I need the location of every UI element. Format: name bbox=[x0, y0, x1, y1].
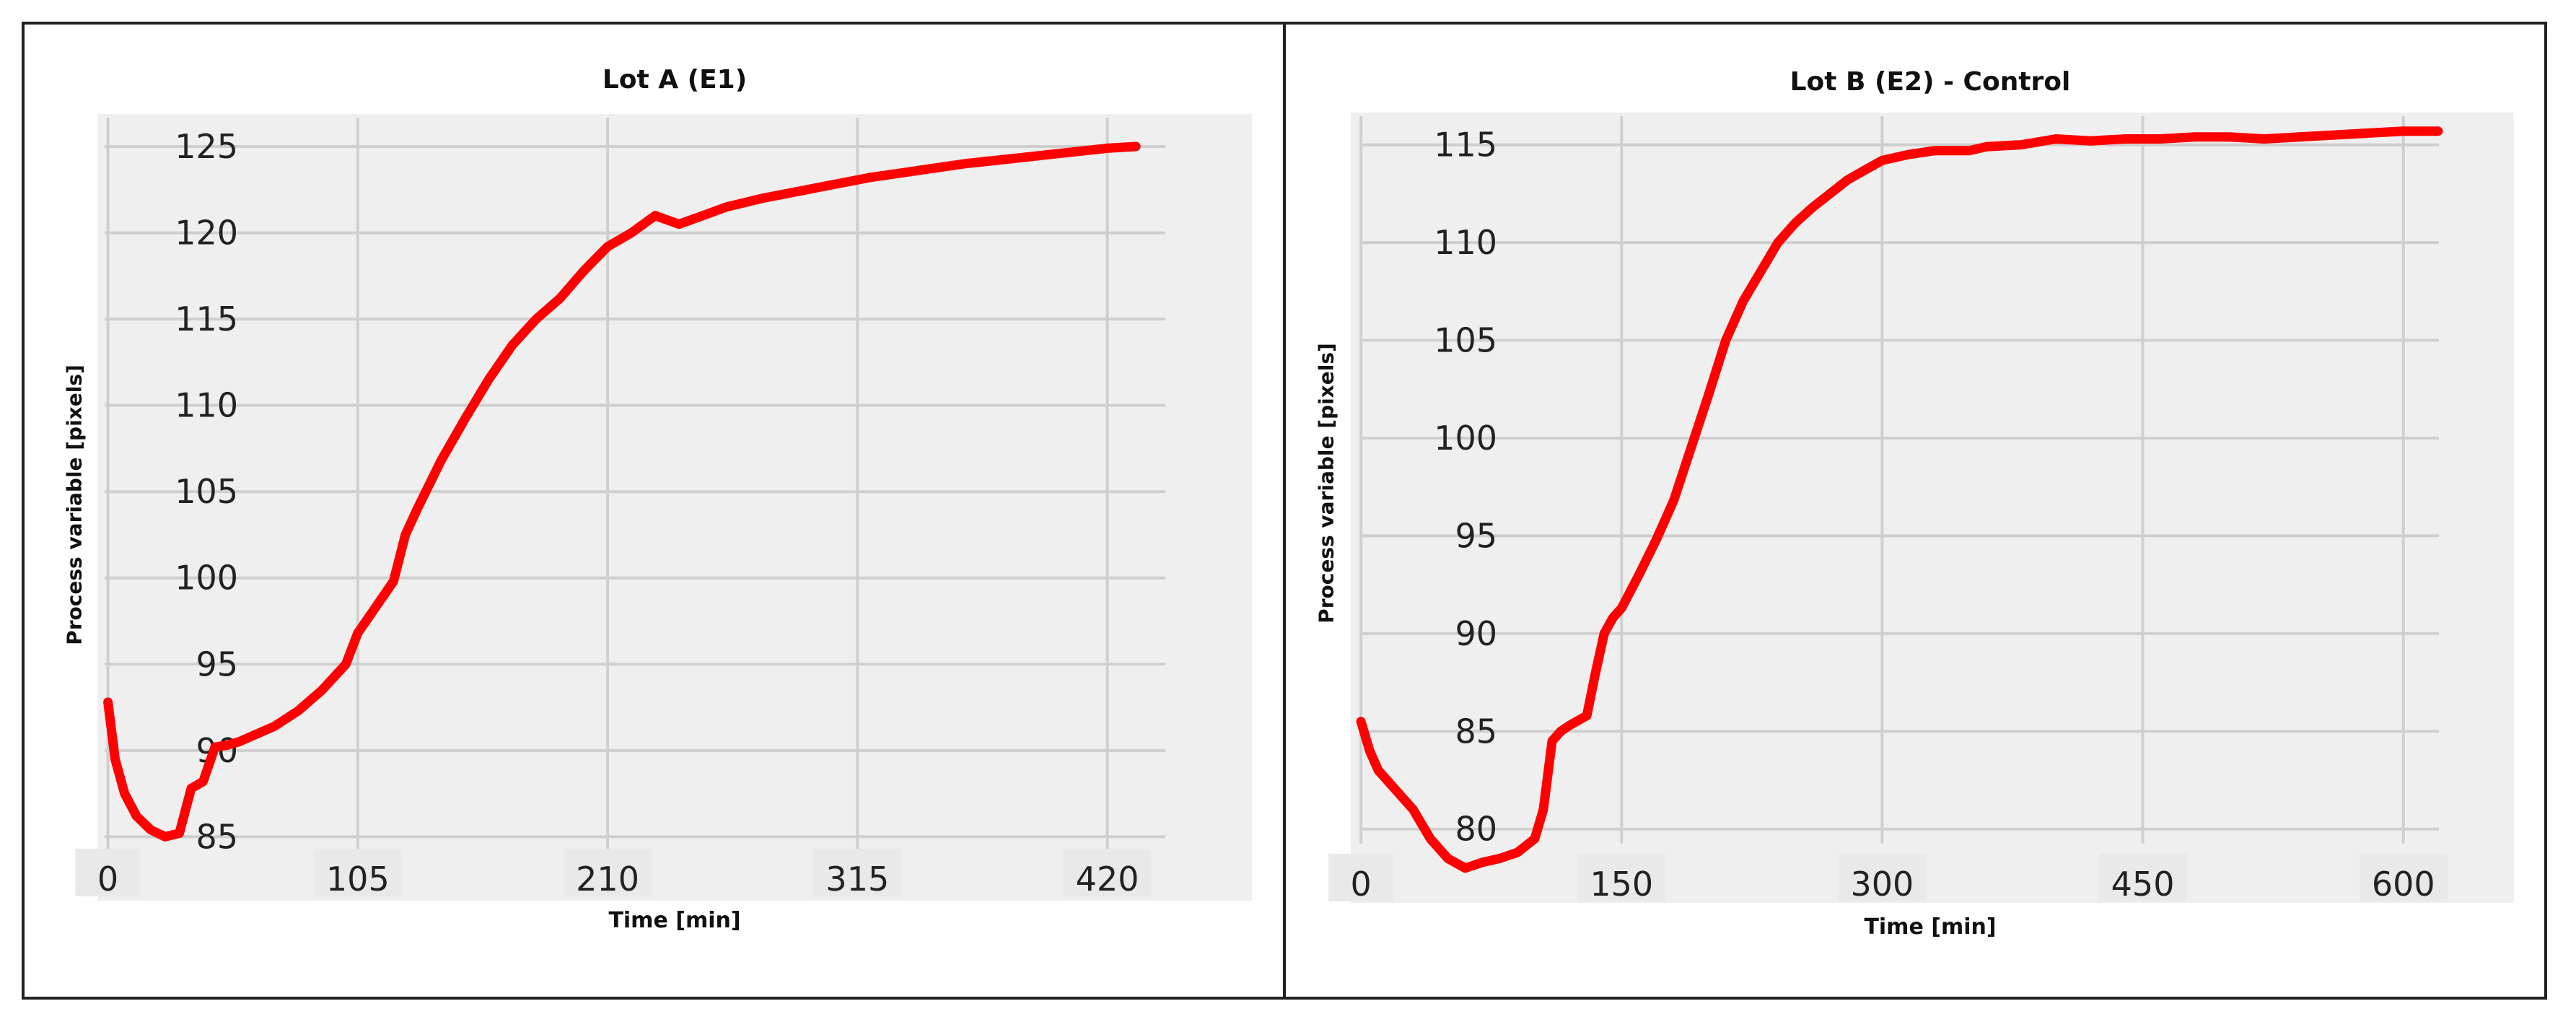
x-tick-label: 210 bbox=[576, 860, 639, 899]
x-tick-box bbox=[1577, 854, 1666, 901]
y-tick-label: 95 bbox=[196, 644, 238, 683]
y-tick-label: 100 bbox=[1434, 419, 1497, 458]
x-tick-label: 600 bbox=[2372, 865, 2435, 904]
chart-title-lot-a: Lot A (E1) bbox=[602, 65, 748, 95]
y-tick-label: 80 bbox=[1455, 810, 1497, 849]
y-tick-label: 95 bbox=[1455, 516, 1497, 555]
y-axis-label-lot-b: Process variable [pixels] bbox=[1314, 343, 1339, 624]
x-tick-label: 0 bbox=[97, 860, 118, 899]
y-tick-label: 120 bbox=[175, 214, 238, 253]
chart-title-lot-b: Lot B (E2) - Control bbox=[1789, 67, 2071, 97]
x-axis-label-lot-b: Time [min] bbox=[1864, 914, 1997, 940]
y-tick-label: 90 bbox=[1455, 614, 1497, 653]
y-tick-label: 105 bbox=[1434, 321, 1497, 360]
x-tick-box bbox=[313, 849, 402, 896]
x-tick-box bbox=[1063, 849, 1152, 896]
x-tick-label: 450 bbox=[2111, 865, 2175, 904]
series-line bbox=[1356, 126, 2443, 873]
x-tick-box bbox=[813, 849, 902, 896]
y-tick-label: 85 bbox=[1455, 712, 1497, 751]
y-tick-label: 125 bbox=[175, 127, 238, 166]
x-tick-label: 315 bbox=[825, 860, 889, 899]
x-tick-box bbox=[1838, 854, 1927, 901]
y-tick-label: 100 bbox=[175, 559, 238, 598]
x-tick-label: 150 bbox=[1590, 865, 1653, 904]
x-tick-box bbox=[2359, 854, 2448, 901]
y-axis-label-lot-a: Process variable [pixels] bbox=[62, 364, 87, 645]
x-tick-box bbox=[75, 849, 141, 896]
series-line bbox=[103, 141, 1141, 842]
panel-divider bbox=[1283, 22, 1286, 1000]
y-tick-label: 110 bbox=[1434, 223, 1497, 262]
plot-area bbox=[97, 114, 1252, 901]
x-tick-label: 420 bbox=[1076, 860, 1139, 899]
x-tick-label: 105 bbox=[326, 860, 390, 899]
y-tick-label: 85 bbox=[196, 817, 238, 856]
x-axis-label-lot-a: Time [min] bbox=[608, 908, 741, 933]
x-tick-box bbox=[564, 849, 652, 896]
x-tick-label: 0 bbox=[1350, 865, 1371, 904]
y-tick-label: 110 bbox=[175, 386, 238, 425]
plot-area bbox=[1351, 113, 2514, 903]
x-tick-label: 300 bbox=[1851, 865, 1914, 904]
y-tick-label: 115 bbox=[175, 300, 238, 338]
x-tick-box bbox=[2098, 854, 2187, 901]
y-tick-label: 105 bbox=[175, 472, 238, 511]
x-tick-box bbox=[1328, 854, 1394, 901]
y-tick-label: 115 bbox=[1434, 126, 1497, 165]
